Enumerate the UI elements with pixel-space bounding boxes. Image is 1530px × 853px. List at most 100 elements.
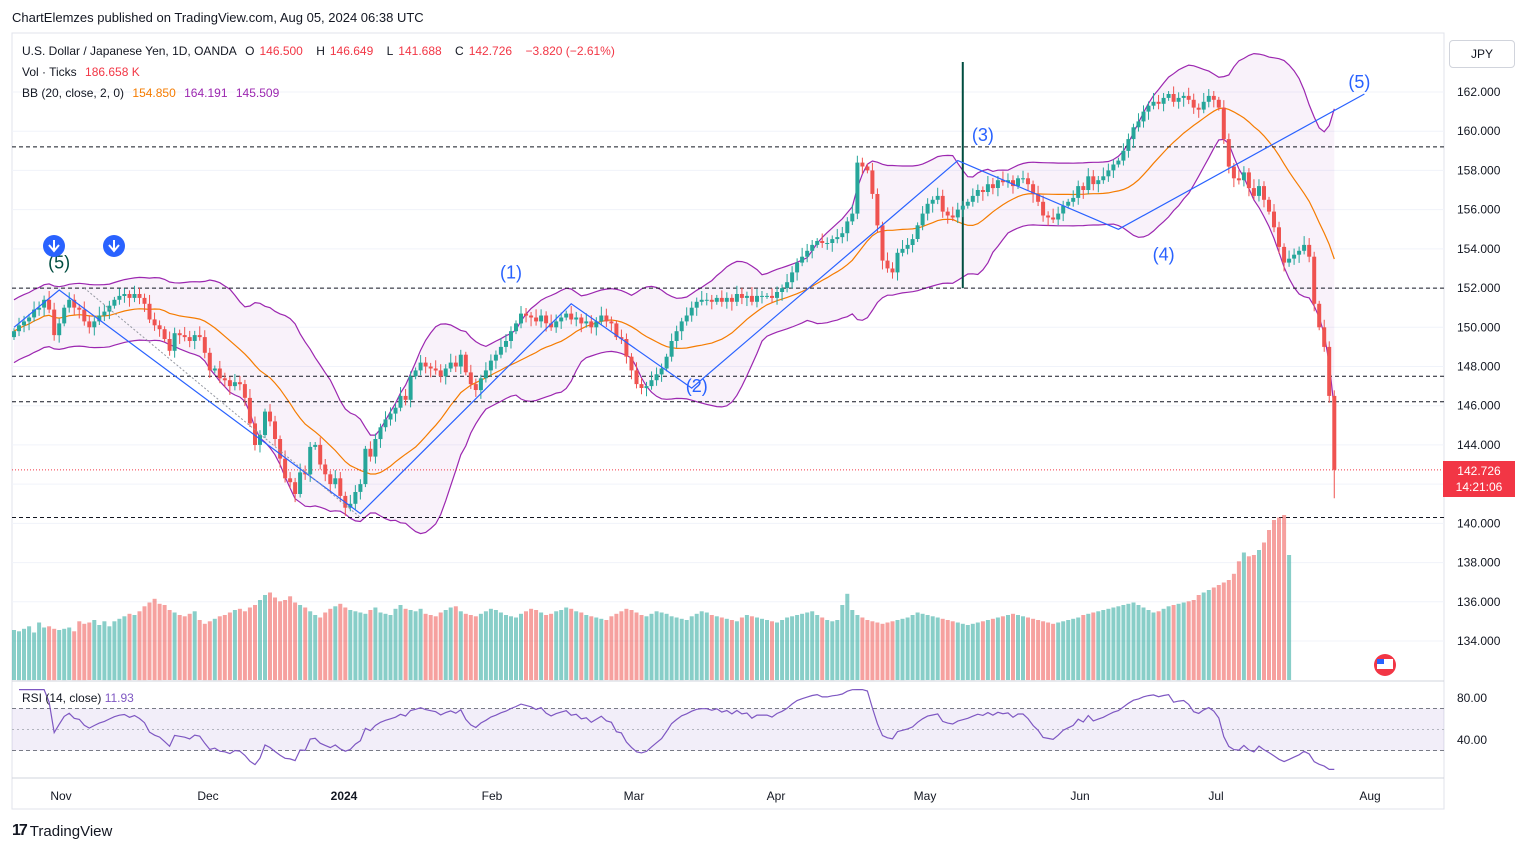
candle	[22, 321, 26, 326]
candle	[273, 421, 277, 439]
volume-bar	[830, 621, 835, 681]
candle	[293, 482, 298, 494]
volume-bar	[1176, 603, 1181, 681]
rsi-label[interactable]: RSI (14, close)	[22, 691, 102, 705]
candle	[659, 368, 664, 375]
bb-lower-line	[13, 138, 1335, 535]
candle	[498, 346, 503, 355]
volume-bar	[1086, 613, 1091, 681]
volume-bar	[398, 605, 403, 680]
symbol-title[interactable]: U.S. Dollar / Japanese Yen, 1D, OANDA	[22, 44, 237, 58]
candle	[895, 252, 900, 273]
candle	[900, 248, 905, 253]
volume-bar	[1076, 617, 1081, 680]
time-tick: Mar	[624, 789, 645, 803]
candle	[418, 362, 423, 371]
volume-label[interactable]: Vol · Ticks	[22, 65, 77, 79]
candle	[770, 295, 774, 298]
candle	[1226, 139, 1231, 167]
candle	[363, 448, 368, 485]
volume-bar	[549, 613, 554, 681]
candle	[835, 237, 840, 240]
candle	[509, 331, 513, 341]
candle	[358, 484, 363, 492]
volume-bar	[293, 602, 298, 680]
last-price-value: 142.726	[1457, 464, 1501, 478]
volume-bar	[749, 616, 754, 681]
candle	[1196, 107, 1201, 110]
volume-bar	[760, 618, 764, 681]
volume-bar	[12, 630, 16, 680]
candle	[960, 205, 965, 210]
price-tick: 138.000	[1457, 556, 1501, 570]
volume-bar	[935, 617, 940, 680]
time-tick: Apr	[767, 789, 786, 803]
bb-label[interactable]: BB (20, close, 2, 0)	[22, 86, 125, 100]
volume-bar	[1071, 618, 1076, 681]
volume-bar	[990, 618, 995, 681]
candle	[850, 213, 855, 222]
volume-bar	[850, 610, 855, 680]
volume-bar	[714, 616, 719, 681]
bb-lower-value: 145.509	[235, 86, 280, 100]
volume-bar	[122, 616, 127, 681]
rsi-line	[19, 688, 1335, 771]
candle	[1101, 176, 1106, 181]
countdown-timer: 14:21:06	[1455, 480, 1503, 494]
tradingview-logo-icon: 17	[12, 822, 28, 839]
candle	[885, 260, 890, 269]
volume-bar	[855, 615, 860, 680]
volume-bar	[182, 616, 187, 681]
candle	[323, 464, 328, 475]
candle	[378, 427, 383, 440]
volume-bar	[1277, 517, 1281, 680]
candle	[855, 162, 860, 214]
volume-bar	[985, 620, 990, 680]
candle	[875, 194, 880, 226]
candle	[92, 321, 97, 328]
candle	[333, 478, 338, 485]
volume-bar	[483, 611, 488, 681]
time-tick: 2024	[331, 789, 358, 803]
candle	[790, 272, 795, 283]
volume-bar	[1051, 623, 1056, 681]
volume-bar	[1046, 622, 1051, 680]
candle	[559, 317, 564, 322]
volume-bar	[1262, 542, 1266, 680]
candle	[739, 294, 744, 298]
change-value: −3.820 (−2.61%)	[525, 44, 615, 58]
candle	[47, 299, 52, 310]
volume-bar	[915, 612, 920, 680]
candle	[990, 184, 995, 189]
volume-bar	[433, 616, 438, 681]
candle	[925, 203, 930, 214]
volume-bar	[1221, 582, 1226, 680]
open-value: 146.500	[259, 44, 303, 58]
volume-bar	[363, 613, 368, 681]
candle	[1206, 95, 1211, 102]
wave-path	[13, 93, 1365, 515]
candle	[1246, 172, 1251, 189]
volume-bar	[338, 603, 343, 681]
candle	[930, 199, 935, 204]
volume-bar	[755, 617, 759, 680]
candle	[1086, 176, 1091, 190]
candle	[664, 356, 669, 369]
candle	[905, 244, 910, 249]
candle	[147, 303, 152, 320]
volume-bar	[669, 616, 674, 681]
candle	[478, 378, 483, 391]
volume-bar	[112, 621, 117, 681]
volume-bar	[1066, 620, 1071, 680]
currency-button[interactable]: JPY	[1449, 40, 1515, 68]
tradingview-logo[interactable]: 17 TradingView	[12, 822, 112, 840]
volume-bar	[408, 610, 413, 680]
candle	[1181, 95, 1186, 98]
volume-bar	[378, 612, 383, 680]
price-tick: 156.000	[1457, 203, 1501, 217]
candle	[554, 321, 559, 328]
candle	[353, 492, 358, 504]
volume-bar	[1186, 601, 1191, 681]
volume-bar	[729, 620, 734, 680]
